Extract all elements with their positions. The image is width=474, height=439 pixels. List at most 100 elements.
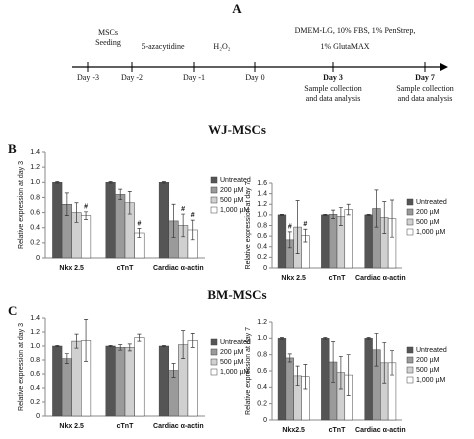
error-bar xyxy=(161,344,166,348)
legend-swatch xyxy=(406,346,414,354)
y-tick-label: 0.6 xyxy=(30,371,40,378)
bar xyxy=(285,357,294,421)
legend-label: 200 µM xyxy=(220,187,244,194)
bar xyxy=(124,347,135,417)
bar xyxy=(52,182,63,259)
legend-swatch xyxy=(406,218,414,226)
legend-label: 1,000 µM xyxy=(220,207,249,214)
x-tick-label: Cardiac α-actin xyxy=(355,275,406,282)
error-bar xyxy=(346,354,351,396)
significance-mark: # xyxy=(191,212,195,219)
error-bar xyxy=(374,189,379,228)
error-bar xyxy=(338,207,343,226)
y-tick-label: 0.8 xyxy=(30,357,40,364)
day-label: Day 0 xyxy=(245,73,264,82)
error-bar xyxy=(366,213,371,216)
step-label: 1% GlutaMAX xyxy=(320,42,369,51)
legend-label: 500 µM xyxy=(220,359,244,366)
legend-swatch xyxy=(210,176,218,184)
error-bar xyxy=(74,202,79,223)
bar xyxy=(364,214,373,269)
legend-label: Untreated xyxy=(220,339,251,346)
error-bar xyxy=(390,199,395,238)
legend-swatch xyxy=(210,196,218,204)
y-tick-label: 0 xyxy=(263,417,267,424)
bar xyxy=(81,215,92,259)
legend-label: 200 µM xyxy=(416,209,440,216)
bar xyxy=(158,345,169,417)
legend-label: Untreated xyxy=(416,199,447,206)
legend-label: 1,000 µM xyxy=(220,369,249,376)
error-bar xyxy=(390,350,395,376)
y-tick-label: 1.0 xyxy=(257,212,267,219)
y-tick-label: 1.2 xyxy=(257,319,267,326)
panel-label: A xyxy=(232,1,242,16)
legend-label: Untreated xyxy=(220,177,251,184)
step-label: DMEM-LG, 10% FBS, 1% PenStrep, xyxy=(295,26,416,35)
panel-label: B xyxy=(8,141,17,156)
day-label: Day -1 xyxy=(183,73,205,82)
bar xyxy=(61,358,72,417)
bar xyxy=(364,338,373,421)
y-tick-label: 0.8 xyxy=(257,222,267,229)
y-axis-title: Relative expression at day 7 xyxy=(245,181,252,269)
error-bar xyxy=(331,341,336,383)
bar xyxy=(71,340,82,417)
error-bar xyxy=(181,330,186,359)
legend-label: 500 µM xyxy=(416,367,440,374)
step-label: MSCs xyxy=(98,28,118,37)
legend-label: Untreated xyxy=(416,347,447,354)
error-bar xyxy=(55,181,60,184)
error-bar xyxy=(108,344,113,348)
error-bar xyxy=(295,365,300,387)
legend-swatch xyxy=(406,356,414,364)
x-tick-label: Nkx 2.5 xyxy=(59,265,84,272)
y-tick-label: 0.8 xyxy=(257,352,267,359)
step-label: Sample collection xyxy=(304,84,362,93)
x-tick-label: Nkx2.5 xyxy=(282,427,305,434)
step-label: and data analysis xyxy=(398,94,453,103)
bar xyxy=(277,214,287,269)
legend-label: 200 µM xyxy=(416,357,440,364)
error-bar xyxy=(84,319,89,362)
x-tick-label: cTnT xyxy=(117,423,134,430)
step-label: Seeding xyxy=(95,38,121,47)
bar xyxy=(321,338,330,421)
legend-swatch xyxy=(210,368,218,376)
section-title: WJ-MSCs xyxy=(208,122,266,137)
significance-mark: # xyxy=(84,204,88,211)
legend-swatch xyxy=(210,348,218,356)
legend-label: 500 µM xyxy=(220,197,244,204)
step-label: and data analysis xyxy=(306,94,361,103)
error-bar xyxy=(382,342,387,384)
bar xyxy=(328,214,338,269)
y-tick-label: 0.8 xyxy=(30,194,40,201)
y-tick-label: 1.0 xyxy=(30,179,40,186)
y-tick-label: 1.4 xyxy=(257,190,267,197)
error-bar xyxy=(295,200,300,255)
error-bar xyxy=(366,337,371,340)
x-tick-label: Cardiac α-actin xyxy=(153,423,204,430)
y-tick-label: 0.4 xyxy=(257,244,267,251)
y-tick-label: 1.0 xyxy=(30,343,40,350)
y-tick-label: 1.0 xyxy=(257,335,267,342)
significance-mark: # xyxy=(137,220,141,227)
error-bar xyxy=(137,333,142,342)
day-label: Day -3 xyxy=(77,73,99,82)
error-bar xyxy=(127,191,132,215)
error-bar xyxy=(171,363,176,378)
y-tick-label: 1.2 xyxy=(257,201,267,208)
day-label: Day -2 xyxy=(121,73,143,82)
bar xyxy=(321,214,330,269)
error-bar xyxy=(287,353,292,363)
timeline-arrow xyxy=(440,63,448,71)
y-tick-label: 0.6 xyxy=(257,368,267,375)
x-tick-label: Nkx 2.5 xyxy=(281,275,306,282)
legend-swatch xyxy=(210,206,218,214)
significance-mark: # xyxy=(288,224,292,231)
day-label: Day 3 xyxy=(323,73,343,82)
step-label: Sample collection xyxy=(396,84,454,93)
error-bar xyxy=(323,213,328,216)
legend-swatch xyxy=(406,376,414,384)
y-axis-title: Relative expression at day 3 xyxy=(18,161,25,249)
